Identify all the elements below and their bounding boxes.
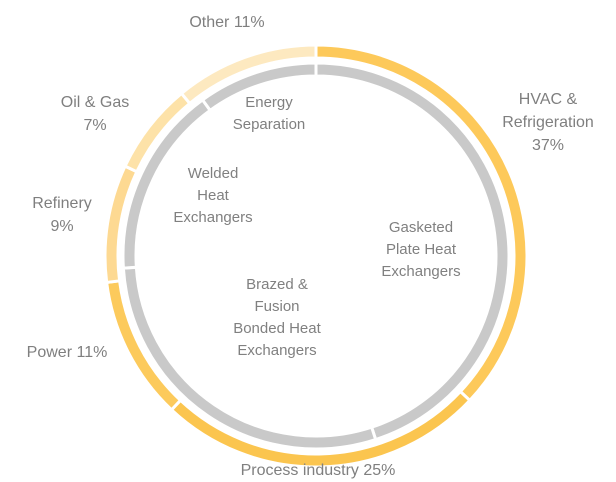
segment-label: Process industry 25%: [208, 459, 428, 482]
label-text: HVAC & Refrigeration: [502, 91, 594, 131]
label-text: 37%: [531, 137, 565, 154]
label-text: 11%: [233, 14, 265, 31]
label-text: 11%: [76, 344, 108, 361]
segment-label: Welded Heat Exchangers: [171, 163, 255, 229]
label-text: Energy Separation: [232, 94, 306, 133]
label-text: 9%: [50, 218, 74, 235]
segment-label: Energy Separation: [219, 92, 319, 136]
label-text: Power: [26, 344, 73, 361]
label-text: 7%: [83, 117, 107, 134]
segment-label: Refinery 9%: [17, 192, 107, 238]
label-text: Oil & Gas: [60, 94, 130, 111]
segment-label: Brazed & Fusion Bonded Heat Exchangers: [227, 274, 327, 362]
label-text: Brazed & Fusion Bonded Heat Exchangers: [233, 276, 321, 359]
segment-label: Gasketed Plate Heat Exchangers: [375, 217, 467, 283]
label-text: Gasketed Plate Heat Exchangers: [381, 219, 461, 280]
label-text: Refinery: [32, 195, 92, 212]
label-text: 25%: [363, 462, 396, 479]
label-text: Process industry: [240, 462, 359, 479]
donut-segment: [200, 61, 318, 113]
donut-segment: [179, 43, 318, 106]
segment-label: Other 11%: [167, 11, 287, 34]
label-text: Other: [189, 14, 230, 31]
segment-label: Oil & Gas 7%: [50, 91, 140, 137]
segment-label: Power 11%: [2, 341, 132, 364]
segment-label: HVAC & Refrigeration 37%: [481, 88, 616, 157]
label-text: Welded Heat Exchangers: [173, 165, 253, 226]
